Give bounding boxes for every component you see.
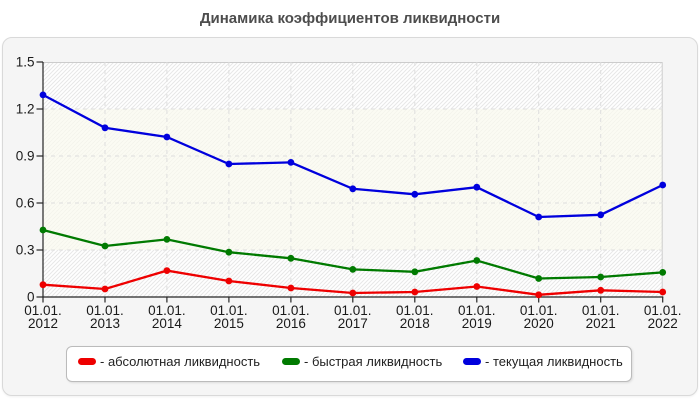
svg-text:01.01.: 01.01.	[24, 303, 62, 318]
svg-text:01.01.: 01.01.	[334, 303, 372, 318]
svg-text:2021: 2021	[586, 316, 616, 331]
svg-text:2018: 2018	[400, 316, 430, 331]
svg-text:2015: 2015	[214, 316, 244, 331]
svg-text:01.01.: 01.01.	[582, 303, 620, 318]
svg-text:2014: 2014	[152, 316, 183, 331]
svg-text:2013: 2013	[90, 316, 120, 331]
svg-text:2017: 2017	[338, 316, 368, 331]
svg-text:2016: 2016	[276, 316, 306, 331]
svg-text:01.01.: 01.01.	[86, 303, 124, 318]
svg-text:0: 0	[27, 290, 35, 305]
svg-text:01.01.: 01.01.	[520, 303, 558, 318]
svg-text:1.5: 1.5	[16, 55, 35, 70]
svg-text:2022: 2022	[648, 316, 678, 331]
svg-text:2019: 2019	[462, 316, 492, 331]
svg-text:01.01.: 01.01.	[148, 303, 186, 318]
svg-text:2012: 2012	[28, 316, 58, 331]
svg-text:01.01.: 01.01.	[644, 303, 682, 318]
svg-text:2020: 2020	[524, 316, 554, 331]
svg-text:0.6: 0.6	[16, 196, 35, 211]
svg-text:01.01.: 01.01.	[396, 303, 434, 318]
svg-text:1.2: 1.2	[16, 102, 35, 117]
svg-text:0.3: 0.3	[16, 243, 35, 258]
svg-text:01.01.: 01.01.	[210, 303, 248, 318]
svg-text:0.9: 0.9	[16, 149, 35, 164]
svg-text:01.01.: 01.01.	[272, 303, 310, 318]
svg-text:01.01.: 01.01.	[458, 303, 496, 318]
